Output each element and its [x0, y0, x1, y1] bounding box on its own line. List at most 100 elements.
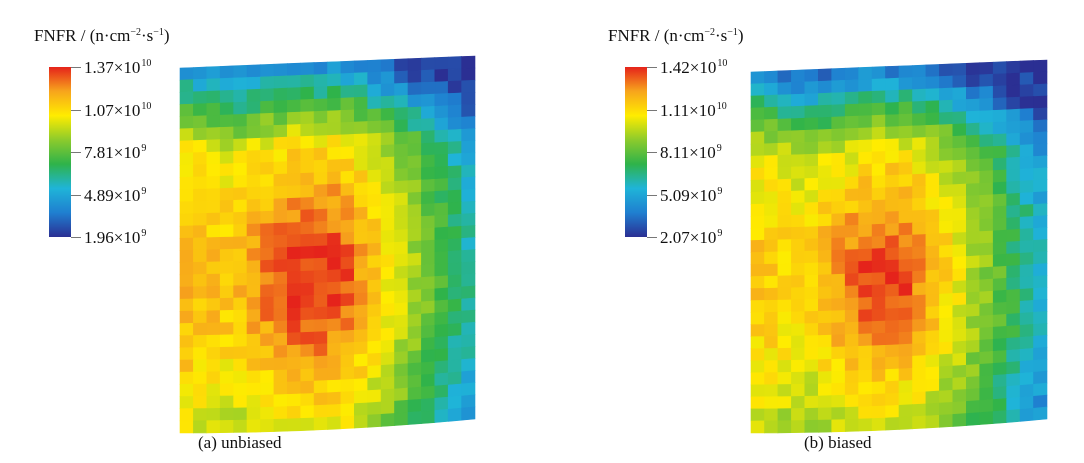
heatmap-cell: [394, 351, 409, 365]
heatmap-cell: [434, 287, 449, 302]
heatmap-cell: [340, 207, 355, 222]
heatmap-cell: [764, 130, 779, 145]
heatmap-cell: [952, 135, 967, 149]
heatmap-cell: [885, 368, 900, 382]
heatmap-cell: [764, 70, 779, 84]
heatmap-cell: [871, 235, 886, 250]
heatmap-cell: [461, 212, 476, 227]
heatmap-cell: [858, 78, 873, 93]
heatmap-cell: [233, 309, 248, 323]
heatmap-cell: [898, 65, 913, 79]
heatmap-cell: [260, 382, 275, 396]
heatmap-cell: [327, 403, 342, 418]
heatmap-cell: [871, 284, 886, 298]
heatmap-cell: [394, 302, 409, 317]
heatmap-cell: [992, 289, 1007, 304]
heatmap-cell: [434, 360, 449, 375]
heatmap-cell: [831, 237, 846, 251]
heatmap-cell: [300, 221, 315, 235]
heatmap-cell: [925, 100, 940, 114]
heatmap-cell: [1033, 382, 1048, 397]
heatmap-cell: [777, 408, 792, 422]
heatmap-cell: [179, 249, 194, 264]
heatmap-cell: [885, 247, 900, 261]
heatmap-cell: [327, 379, 342, 394]
heatmap-cell: [979, 182, 994, 196]
heatmap-cell: [777, 263, 792, 277]
heatmap-cell: [844, 370, 859, 384]
heatmap-cell: [380, 400, 395, 415]
heatmap-cell: [219, 126, 234, 140]
heatmap-cell: [447, 347, 462, 362]
heatmap-cell: [777, 335, 792, 349]
heatmap-cell: [394, 399, 409, 414]
heatmap-cell: [394, 338, 409, 353]
heatmap-cell: [179, 286, 194, 300]
heatmap-cell: [965, 231, 981, 245]
heatmap-cell: [461, 358, 476, 373]
heatmap-cell: [871, 151, 886, 165]
heatmap-cell: [273, 136, 288, 151]
heatmap-cell: [871, 357, 886, 371]
heatmap-cell: [925, 378, 940, 393]
heatmap-cell: [912, 330, 927, 345]
heatmap-cell: [407, 301, 422, 316]
heatmap-cell: [844, 176, 859, 190]
heatmap-cell: [858, 381, 873, 396]
heatmap-cell: [394, 241, 409, 255]
heatmap-cell: [179, 103, 194, 118]
heatmap-cell: [206, 395, 221, 409]
heatmap-cell: [858, 115, 873, 129]
heatmap-cell: [233, 89, 248, 103]
heatmap-cell: [273, 394, 288, 408]
heatmap-cell: [179, 298, 194, 312]
heatmap-cell: [273, 381, 288, 396]
heatmap-cell: [367, 389, 382, 404]
heatmap-cell: [831, 152, 846, 166]
heatmap-cell: [898, 295, 913, 309]
heatmap-cell: [407, 94, 422, 108]
heatmap-cell: [273, 345, 288, 359]
heatmap-cell: [858, 248, 873, 262]
colorbar-tick-label: 4.89×109: [84, 185, 147, 205]
heatmap-cell: [246, 247, 261, 262]
heatmap-cell: [750, 179, 765, 193]
heatmap-cell: [979, 230, 994, 245]
heatmap-cell: [885, 114, 900, 128]
heatmap-cell: [380, 95, 395, 110]
colorbar-tick: [71, 152, 81, 153]
heatmap-cell: [831, 346, 846, 360]
heatmap-cell: [777, 227, 792, 241]
heatmap-cell: [219, 224, 234, 238]
heatmap-cell: [219, 346, 234, 360]
heatmap-cell: [858, 200, 873, 214]
heatmap-cell: [219, 383, 234, 397]
heatmap-cell: [206, 90, 221, 104]
panel-caption: (a) unbiased: [198, 433, 282, 452]
heatmap-cell: [380, 351, 395, 366]
heatmap-cell: [898, 234, 913, 249]
heatmap-cell: [1033, 155, 1048, 169]
heatmap-cell: [817, 274, 833, 288]
heatmap-cell: [764, 372, 779, 386]
heatmap-cell: [394, 94, 409, 109]
heatmap-cell: [193, 78, 208, 93]
heatmap-cell: [434, 408, 449, 423]
heatmap-cell: [313, 245, 328, 259]
heatmap-cell: [273, 185, 288, 200]
heatmap-cell: [912, 64, 927, 78]
heatmap-cell: [421, 373, 436, 388]
heatmap-cell: [1006, 373, 1021, 387]
heatmap-cell: [394, 131, 409, 146]
heatmap-cell: [407, 252, 422, 267]
heatmap-cell: [750, 239, 765, 253]
heatmap-cell: [434, 263, 449, 277]
heatmap-cell: [461, 200, 476, 215]
heatmap-cell: [925, 318, 940, 332]
heatmap-cell: [179, 140, 194, 154]
heatmap-cell: [750, 360, 765, 374]
heatmap-cell: [327, 367, 342, 381]
heatmap-cell: [750, 191, 765, 205]
heatmap-cell: [791, 166, 806, 180]
heatmap-cell: [912, 76, 927, 91]
